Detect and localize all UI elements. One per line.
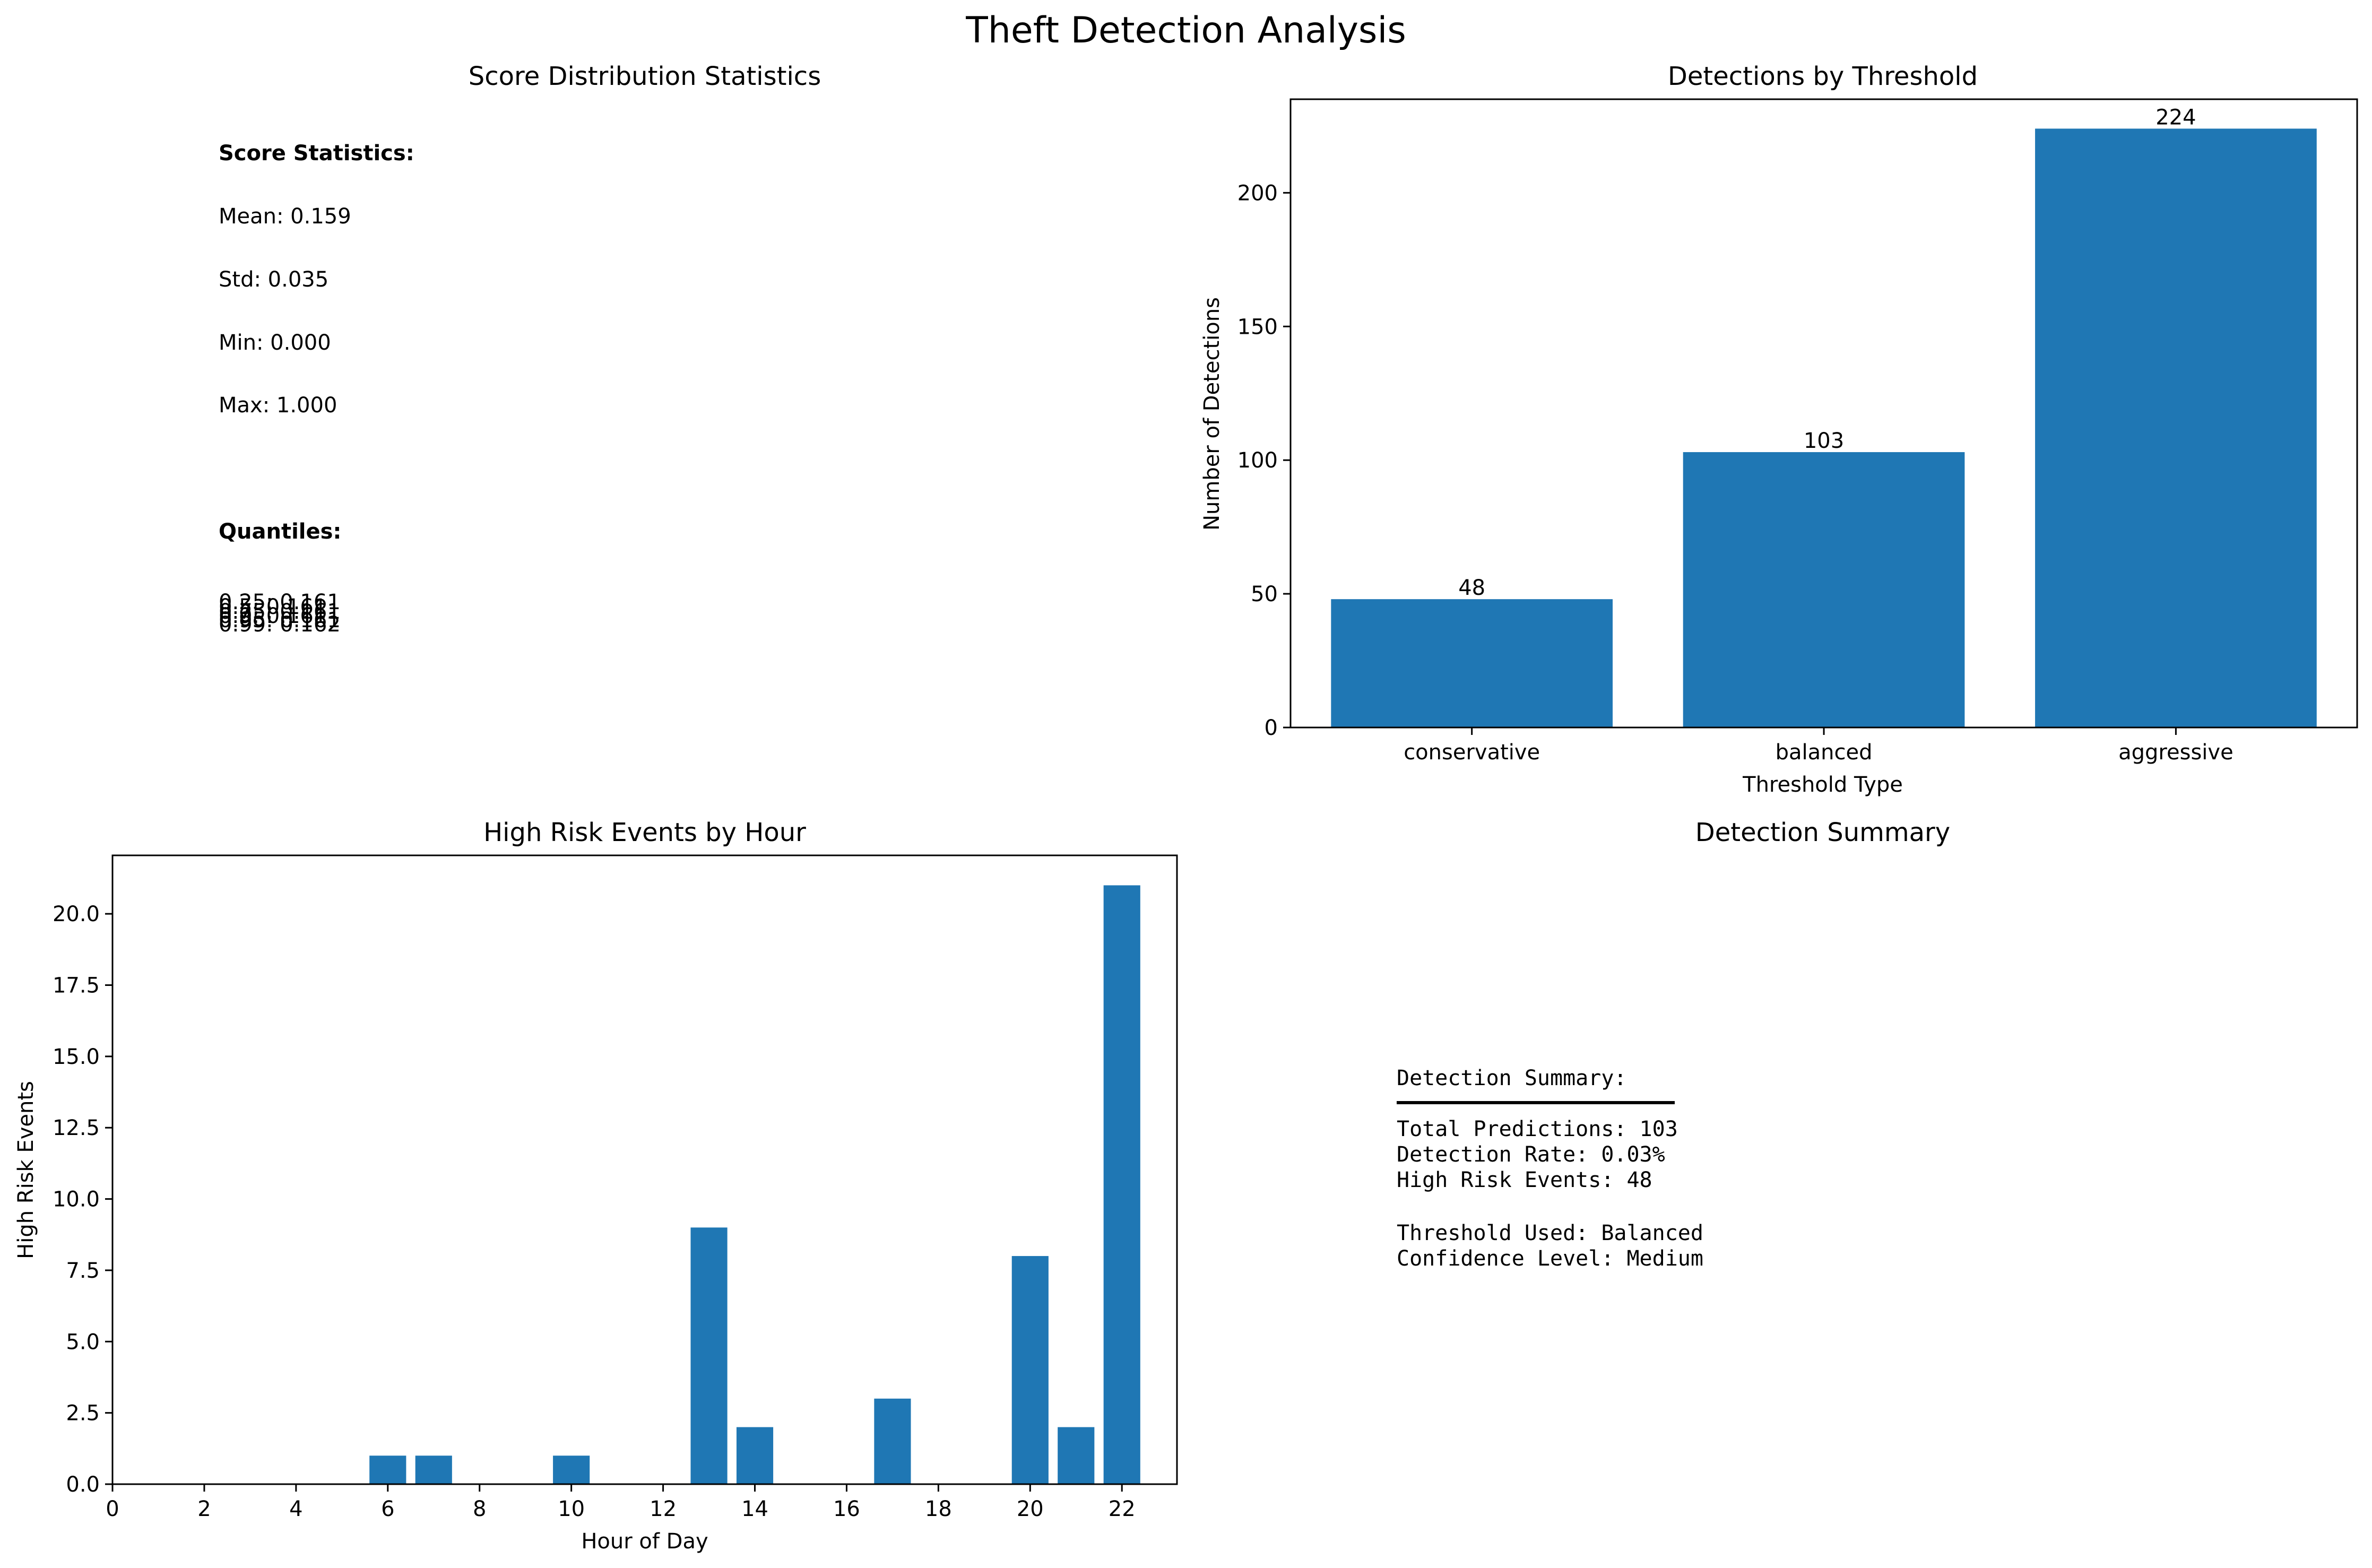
- quantiles-heading: Quantiles:: [219, 519, 341, 544]
- chart2-xtick-label: 0: [106, 1497, 119, 1521]
- summary-panel: Detection Summary Detection Summary: Tot…: [1397, 818, 1950, 1271]
- stat-mean: Mean: 0.159: [219, 204, 351, 229]
- chart1-xtick-label-aggressive: aggressive: [2118, 740, 2234, 765]
- chart2-xtick-label: 12: [650, 1497, 677, 1521]
- chart1-ylabel: Number of Detections: [1200, 297, 1224, 531]
- chart2-ytick-label: 17.5: [53, 974, 100, 998]
- chart2-xtick-label: 8: [473, 1497, 486, 1521]
- quantile-50: 0.5: 0.161: [219, 595, 327, 619]
- chart2-xtick-label: 16: [833, 1497, 860, 1521]
- chart1-bar-conservative: [1331, 599, 1613, 727]
- chart1-xtick-label-conservative: conservative: [1404, 740, 1540, 765]
- chart2-title: High Risk Events by Hour: [483, 818, 806, 847]
- summary-heading: Detection Summary:: [1397, 1066, 1626, 1090]
- detections-by-threshold-chart: Detections by Threshold 48 103 224 0 50 100 1…: [1200, 62, 2358, 797]
- summary-confidence-level: Confidence Level: Medium: [1397, 1246, 1703, 1271]
- chart2-xtick-label: 4: [289, 1497, 302, 1521]
- figure-title: Theft Detection Analysis: [965, 10, 1406, 51]
- chart2-xtick-label: 20: [1017, 1497, 1044, 1521]
- chart1-data-label-aggressive: 224: [2155, 105, 2196, 129]
- chart2-ytick-label: 10.0: [53, 1188, 100, 1212]
- chart2-bar-hour-13: [690, 1227, 728, 1484]
- chart1-data-label-balanced: 103: [1804, 429, 1844, 453]
- quantile-75: 0.75: 0.161: [219, 600, 341, 624]
- chart1-xtick-label-balanced: balanced: [1776, 740, 1873, 765]
- chart1-bar-aggressive: [2035, 128, 2317, 728]
- chart2-ytick-label: 7.5: [66, 1259, 100, 1283]
- stats-panel: Score Distribution Statistics Score Stat…: [219, 62, 821, 637]
- chart2-ytick-label: 15.0: [53, 1045, 100, 1069]
- chart2-xtick-label: 18: [925, 1497, 952, 1521]
- summary-panel-title: Detection Summary: [1695, 818, 1950, 847]
- chart2-ytick-label: 20.0: [53, 902, 100, 926]
- chart2-xtick-label: 22: [1109, 1497, 1136, 1521]
- summary-total-predictions: Total Predictions: 103: [1397, 1117, 1678, 1141]
- chart2-bar-hour-10: [553, 1456, 590, 1484]
- chart2-bar-hour-6: [369, 1456, 406, 1484]
- stat-min: Min: 0.000: [219, 331, 331, 355]
- chart2-bar-hour-20: [1011, 1256, 1049, 1484]
- chart2-bar-hour-21: [1058, 1427, 1095, 1484]
- quantile-95: 0.95: 0.161: [219, 608, 341, 633]
- chart2-ytick-label: 12.5: [53, 1116, 100, 1140]
- chart1-data-label-conservative: 48: [1458, 576, 1485, 600]
- chart2-bar-hour-14: [736, 1427, 774, 1484]
- quantile-90: 0.9: 0.161: [219, 604, 327, 628]
- chart2-ytick-label: 0.0: [66, 1472, 100, 1497]
- stat-std: Std: 0.035: [219, 267, 328, 292]
- chart1-ytick-label: 150: [1237, 315, 1278, 339]
- stat-max: Max: 1.000: [219, 393, 337, 418]
- chart1-ytick-label: 50: [1251, 582, 1278, 607]
- chart1-ytick-label: 100: [1237, 448, 1278, 473]
- chart2-xtick-label: 2: [197, 1497, 211, 1521]
- chart2-xtick-label: 14: [741, 1497, 768, 1521]
- chart2-bar-hour-7: [415, 1456, 452, 1484]
- summary-detection-rate: Detection Rate: 0.03%: [1397, 1142, 1665, 1167]
- chart2-bar-hour-22: [1103, 885, 1140, 1484]
- chart1-ytick-label: 0: [1265, 716, 1278, 740]
- summary-high-risk-events: High Risk Events: 48: [1397, 1168, 1652, 1192]
- quantile-25: 0.25: 0.161: [219, 590, 341, 614]
- chart2-ytick-label: 5.0: [66, 1330, 100, 1354]
- chart1-xlabel: Threshold Type: [1742, 773, 1903, 797]
- high-risk-events-by-hour-chart: High Risk Events by Hour 0.0 2.5 5.0 7.5 10.…: [14, 818, 1178, 1554]
- chart2-xlabel: Hour of Day: [581, 1529, 708, 1554]
- chart2-xtick-label: 10: [558, 1497, 585, 1521]
- score-statistics-heading: Score Statistics:: [219, 141, 414, 166]
- chart1-axes-frame: [1289, 98, 2358, 729]
- chart1-title: Detections by Threshold: [1668, 62, 1978, 91]
- summary-threshold-used: Threshold Used: Balanced: [1397, 1221, 1703, 1245]
- stats-panel-title: Score Distribution Statistics: [469, 62, 821, 91]
- chart1-bar-balanced: [1683, 452, 1965, 727]
- chart2-xtick-label: 6: [381, 1497, 394, 1521]
- chart2-ytick-label: 2.5: [66, 1401, 100, 1426]
- chart2-axes-frame: [111, 854, 1178, 1485]
- chart1-ytick-label: 200: [1237, 181, 1278, 205]
- chart2-ylabel: High Risk Events: [14, 1081, 38, 1259]
- chart2-bar-hour-17: [874, 1398, 911, 1484]
- quantile-99: 0.99: 0.162: [219, 612, 341, 637]
